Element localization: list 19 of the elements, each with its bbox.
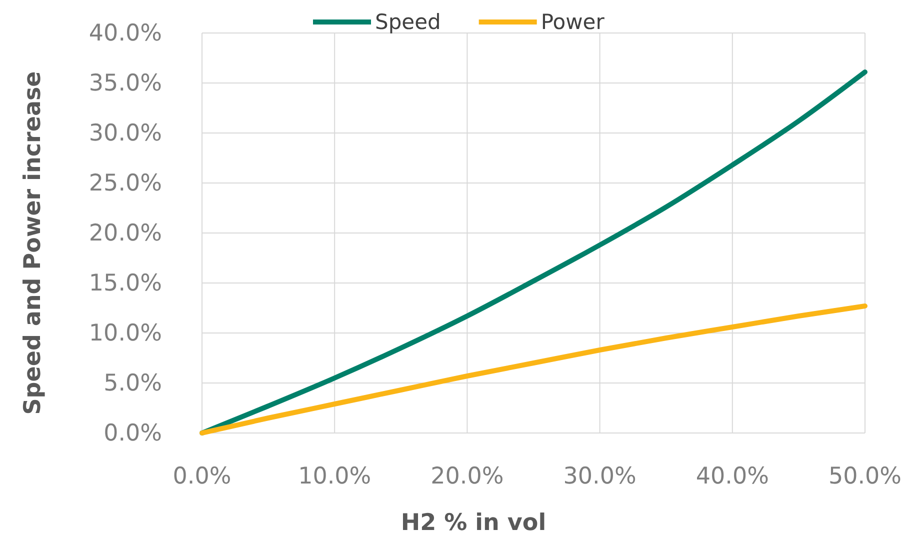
x-tick-label: 20.0% (430, 463, 504, 490)
x-tick-label: 30.0% (563, 463, 636, 490)
x-tick-label: 50.0% (828, 463, 902, 490)
y-tick-label: 0.0% (104, 420, 162, 446)
y-tick-label: 15.0% (88, 270, 162, 296)
y-tick-label: 10.0% (88, 320, 162, 346)
x-tick-label: 40.0% (696, 463, 769, 490)
x-axis-title: H2 % in vol (400, 510, 546, 536)
y-tick-label: 35.0% (88, 70, 162, 96)
x-tick-label: 0.0% (172, 463, 232, 490)
y-tick-label: 25.0% (88, 170, 162, 196)
legend-label: Power (540, 10, 605, 34)
y-tick-label: 5.0% (104, 370, 162, 396)
legend-label: Speed (375, 10, 441, 34)
y-tick-label: 30.0% (88, 120, 162, 146)
y-axis-title: Speed and Power increase (20, 71, 46, 415)
y-tick-label: 40.0% (88, 20, 162, 46)
x-tick-label: 10.0% (298, 463, 372, 490)
y-tick-label: 20.0% (88, 220, 162, 246)
